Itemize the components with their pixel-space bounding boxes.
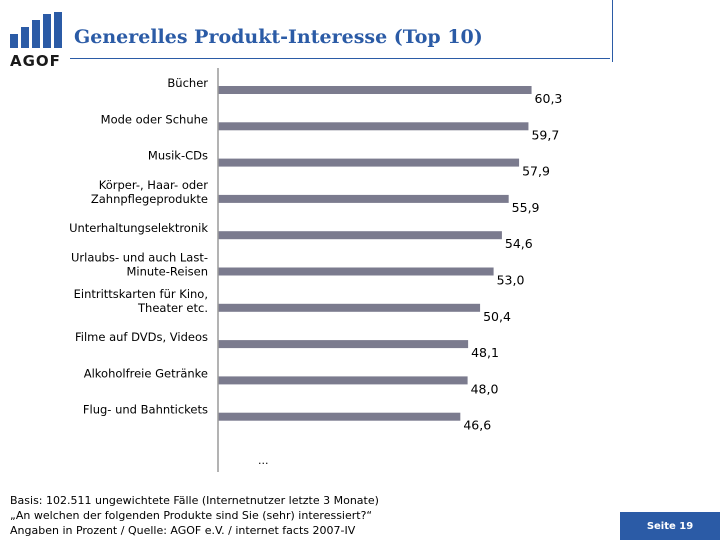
bar — [218, 412, 461, 421]
category-label: Musik-CDs — [148, 149, 208, 163]
value-label: 50,4 — [483, 309, 511, 324]
footnote-line-source: Angaben in Prozent / Quelle: AGOF e.V. /… — [10, 524, 356, 537]
category-label: Eintrittskarten für Kino, Theater etc. — [74, 287, 208, 315]
category-label: Urlaubs- und auch Last-Minute-Reisen — [71, 251, 208, 279]
footnote-line-basis: Basis: 102.511 ungewichtete Fälle (Inter… — [10, 494, 379, 507]
page-number-badge: Seite 19 — [620, 512, 720, 540]
logo-text: AGOF — [10, 52, 61, 70]
value-label: 54,6 — [505, 236, 533, 251]
header-vertical-divider — [612, 0, 613, 62]
value-label: 60,3 — [535, 91, 563, 106]
category-label: Filme auf DVDs, Videos — [75, 330, 208, 344]
bar-chart: Bücher 60,3 Mode oder Schuhe 59,7 Musik-CDs 5… — [69, 68, 563, 472]
value-label: 57,9 — [522, 164, 550, 179]
bar — [218, 303, 481, 312]
value-label: 46,6 — [463, 418, 491, 433]
bar — [218, 340, 469, 349]
page-title: Generelles Produkt-Interesse (Top 10) — [74, 26, 483, 48]
category-label: Unterhaltungselektronik — [69, 221, 208, 235]
agof-logo: AGOF — [10, 12, 64, 70]
category-label: Mode oder Schuhe — [101, 112, 208, 126]
bar — [218, 267, 494, 276]
category-label: Alkoholfreie Getränke — [84, 366, 208, 380]
category-label: Körper-, Haar- oder Zahnpflegeprodukte — [91, 178, 208, 206]
footnote: Basis: 102.511 ungewichtete Fälle (Inter… — [10, 493, 379, 538]
bar — [218, 231, 502, 240]
title-divider — [70, 58, 610, 59]
value-label: 48,1 — [471, 345, 499, 360]
category-label: Bücher — [167, 76, 208, 90]
bar — [218, 194, 509, 203]
bar — [218, 158, 520, 167]
category-label: Flug- und Bahntickets — [83, 403, 208, 417]
bar — [218, 376, 468, 385]
bar — [218, 86, 532, 94]
continuation-ellipsis: ... — [258, 454, 269, 467]
bar — [218, 122, 529, 131]
value-label: 53,0 — [497, 273, 525, 288]
value-label: 59,7 — [531, 127, 559, 142]
value-label: 55,9 — [512, 200, 540, 215]
footnote-line-question: „An welchen der folgenden Produkte sind … — [10, 509, 373, 522]
value-label: 48,0 — [471, 381, 499, 396]
logo-bars-icon — [10, 12, 62, 48]
